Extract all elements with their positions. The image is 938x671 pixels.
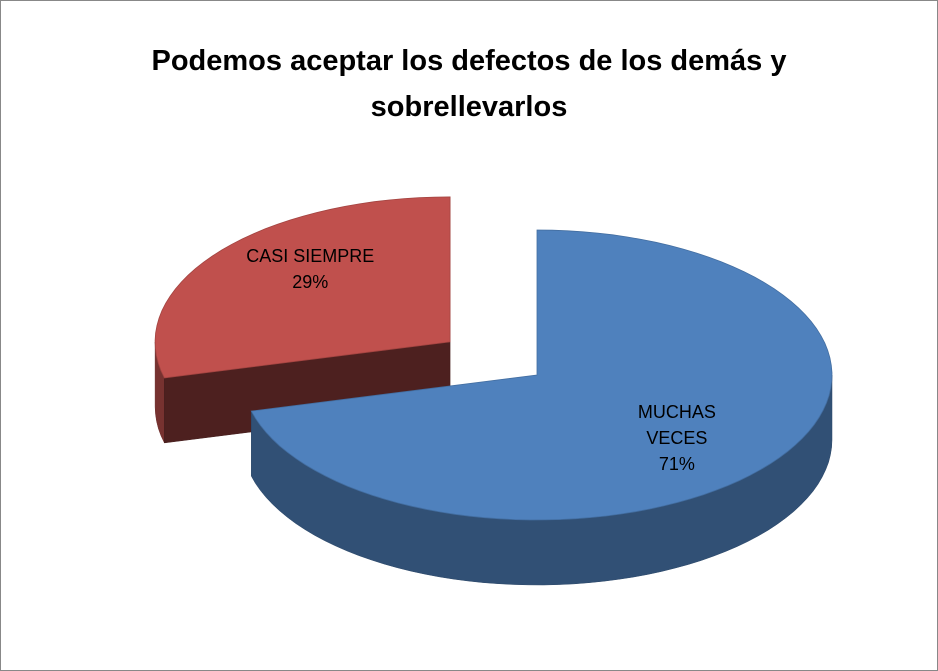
- slice: [154, 196, 451, 379]
- value-label: 29%: [292, 271, 329, 292]
- data-label: MUCHAS VECES 71%: [627, 399, 727, 477]
- value-label: 71%: [658, 454, 695, 475]
- category-label: MUCHAS VECES: [637, 402, 716, 449]
- data-label: CASI SIEMPRE 29%: [225, 243, 395, 295]
- category-label: CASI SIEMPRE: [246, 245, 375, 266]
- slice: [250, 229, 833, 521]
- chart-title: Podemos aceptar los defectos de los demá…: [151, 45, 787, 123]
